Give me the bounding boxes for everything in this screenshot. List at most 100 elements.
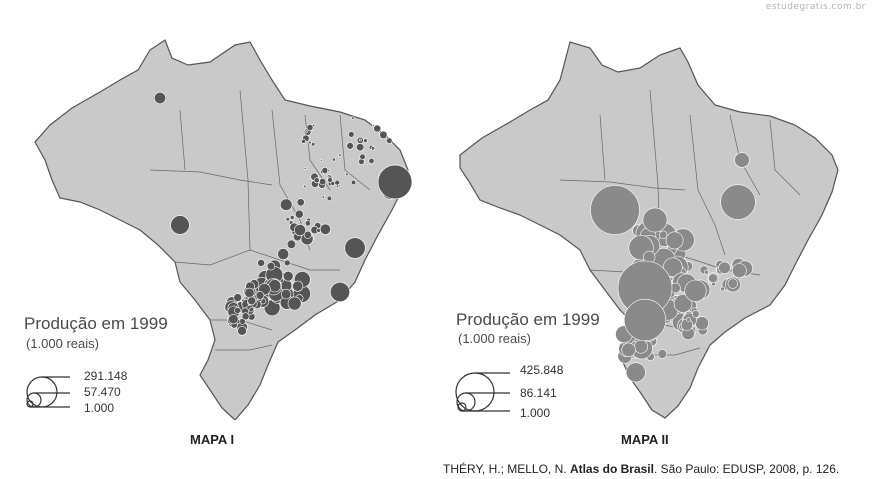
source-citation: THÉRY, H.; MELLO, N. Atlas do Brasil. Sã…: [443, 462, 839, 476]
production-symbol: [359, 153, 366, 160]
source-rest: . São Paulo: EDUSP, 2008, p. 126.: [653, 462, 840, 476]
production-symbol: [303, 166, 307, 170]
production-symbol: [296, 198, 305, 207]
production-symbol: [621, 342, 636, 357]
source-title: Atlas do Brasil: [569, 462, 654, 476]
production-symbol: [248, 307, 254, 313]
production-symbol: [386, 137, 393, 144]
production-symbol: [294, 209, 304, 219]
legend-unit: (1.000 reais): [458, 331, 531, 346]
production-symbol: [657, 349, 668, 359]
production-symbol: [590, 185, 640, 235]
production-symbol: [363, 138, 368, 143]
production-symbol: [377, 164, 413, 200]
production-symbol: [311, 142, 316, 147]
production-symbol: [293, 224, 306, 237]
production-symbol: [350, 179, 357, 186]
production-symbol: [237, 325, 247, 336]
production-symbol: [673, 294, 693, 313]
production-symbol: [305, 130, 308, 134]
production-symbol: [301, 138, 306, 144]
production-symbol: [331, 157, 336, 162]
legend-value-large: 291.148: [84, 369, 128, 383]
production-symbol: [170, 215, 190, 235]
production-symbol: [280, 198, 293, 211]
production-symbol: [371, 124, 375, 127]
production-symbol: [319, 223, 332, 235]
production-symbol: [703, 269, 709, 275]
production-symbol: [345, 172, 349, 177]
production-symbol: [727, 278, 738, 289]
production-symbol: [306, 124, 314, 132]
production-symbol: [348, 131, 355, 138]
production-symbol: [634, 339, 649, 354]
production-symbol: [708, 273, 718, 284]
production-symbol: [308, 140, 312, 145]
production-symbol: [303, 230, 312, 239]
production-symbol: [329, 281, 350, 302]
production-symbol: [691, 309, 700, 318]
map-panel-2: Produção em 1999 (1.000 reais) 425.848 8…: [440, 20, 860, 420]
watermark: estudegratis.com.br: [765, 2, 866, 12]
production-symbol: [326, 195, 333, 201]
legend-value-small: 1.000: [520, 406, 551, 420]
production-symbol: [319, 159, 323, 162]
production-symbol: [303, 184, 307, 188]
legend-unit: (1.000 reais): [26, 336, 99, 351]
production-symbol: [282, 270, 294, 282]
production-symbol: [718, 261, 731, 275]
production-symbol: [283, 259, 291, 267]
brazil-outline: [34, 39, 409, 420]
production-symbol: [327, 177, 333, 183]
production-symbol: [642, 207, 668, 233]
production-symbol: [695, 316, 710, 331]
production-symbol: [277, 248, 290, 260]
production-symbol: [154, 92, 167, 105]
legend-value-medium: 57.470: [84, 385, 121, 399]
production-symbol: [663, 257, 683, 278]
legend-symbols-2: [455, 372, 510, 412]
production-symbol: [368, 157, 375, 164]
production-symbol: [247, 296, 256, 306]
source-authors: THÉRY, H.; MELLO, N.: [443, 462, 567, 476]
production-symbol: [734, 152, 750, 168]
production-symbol: [313, 177, 320, 184]
production-symbols-2: [590, 152, 756, 383]
production-symbol: [241, 312, 250, 321]
map-caption-2: MAPA II: [621, 432, 669, 447]
production-symbol: [289, 215, 295, 220]
production-symbol: [335, 184, 340, 188]
production-symbol: [280, 288, 292, 300]
production-symbol: [285, 217, 290, 222]
production-symbol: [330, 181, 336, 186]
production-symbol: [371, 146, 376, 151]
production-symbol: [684, 279, 707, 302]
brazil-map-2: [455, 41, 839, 419]
production-symbol: [623, 298, 667, 342]
production-symbol: [344, 237, 366, 259]
production-symbol: [346, 142, 354, 150]
legend-symbols-1: [26, 376, 70, 408]
production-symbol: [233, 293, 242, 302]
production-symbol: [720, 184, 756, 220]
map-caption-1: MAPA I: [190, 432, 235, 447]
production-symbol: [287, 296, 302, 311]
production-symbol: [327, 169, 330, 172]
legend-value-small: 1.000: [84, 401, 115, 415]
production-symbol: [720, 286, 725, 292]
production-symbol: [338, 153, 342, 157]
map-panel-1: Produção em 1999 (1.000 reais) 291.148 5…: [10, 20, 430, 420]
production-symbol: [665, 231, 684, 250]
production-symbol: [234, 306, 241, 314]
production-symbol: [311, 123, 316, 128]
production-symbols-1: [154, 92, 413, 336]
legend-title: Produção em 1999: [24, 314, 168, 333]
production-symbol: [244, 287, 255, 299]
production-symbol: [351, 116, 355, 120]
production-symbol: [292, 280, 304, 292]
production-symbol: [228, 314, 239, 325]
production-symbol: [686, 317, 691, 323]
legend-value-medium: 86.141: [520, 386, 557, 400]
production-symbol: [286, 239, 297, 249]
production-symbol: [731, 263, 747, 278]
